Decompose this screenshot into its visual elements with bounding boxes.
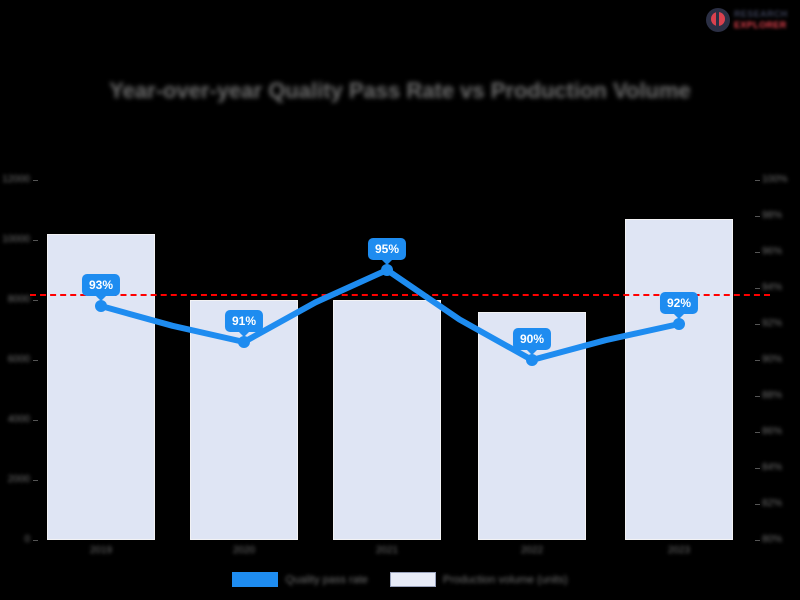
chart-legend: Quality pass rate Production volume (unit…: [0, 572, 800, 587]
right-axis-tick-label: 88%: [762, 390, 783, 401]
right-axis-tick-label: 82%: [762, 498, 783, 509]
left-axis-tick-label: 6000: [7, 354, 30, 365]
value-label-2019: 93%: [81, 274, 121, 301]
category-label-2019: 2019: [89, 545, 113, 556]
legend-swatch-line: [232, 572, 279, 587]
right-axis-tick: [755, 396, 760, 397]
left-axis-tick: [33, 180, 38, 181]
left-axis-tick-label: 10000: [2, 234, 30, 245]
right-axis-tick: [755, 252, 760, 253]
bar-2021[interactable]: [333, 300, 441, 540]
right-axis-tick: [755, 360, 760, 361]
legend-swatch-bars: [389, 572, 436, 587]
logo-line-2: EXPLORER: [734, 20, 787, 30]
left-axis-tick: [33, 420, 38, 421]
right-axis-tick-label: 100%: [762, 174, 788, 185]
right-axis-tick-label: 98%: [762, 210, 783, 221]
legend-item[interactable]: Production volume (units): [389, 572, 568, 587]
right-axis-tick-label: 90%: [762, 354, 783, 365]
right-axis-tick-label: 84%: [762, 462, 783, 473]
category-label-2023: 2023: [667, 545, 691, 556]
left-axis-tick-label: 12000: [2, 174, 30, 185]
left-axis-tick-label: 0: [24, 534, 30, 545]
legend-label: Production volume (units): [442, 573, 568, 586]
chart-title: Year-over-year Quality Pass Rate vs Prod…: [109, 78, 691, 103]
left-axis-tick-label: 2000: [7, 474, 30, 485]
value-label-2023: 92%: [659, 292, 699, 319]
logo-circle-icon: [706, 8, 730, 32]
legend-item[interactable]: Quality pass rate: [232, 572, 368, 587]
line-marker-2021[interactable]: [381, 264, 393, 276]
right-axis-tick: [755, 288, 760, 289]
category-label-2022: 2022: [520, 545, 544, 556]
value-label-2020: 91%: [224, 310, 264, 337]
logo-line-1: RESEARCH: [734, 9, 788, 19]
brand-logo: RESEARCH EXPLORER: [706, 6, 794, 34]
right-axis-tick: [755, 180, 760, 181]
right-axis-tick: [755, 216, 760, 217]
right-axis-tick: [755, 504, 760, 505]
logo-wordmark: RESEARCH EXPLORER: [734, 10, 788, 30]
left-axis-tick: [33, 240, 38, 241]
left-axis-tick: [33, 480, 38, 481]
right-axis-tick: [755, 540, 760, 541]
right-axis-tick: [755, 324, 760, 325]
right-axis-tick-label: 96%: [762, 246, 783, 257]
category-label-2020: 2020: [232, 545, 256, 556]
left-axis-tick: [33, 300, 38, 301]
right-axis-tick: [755, 468, 760, 469]
left-axis-tick-label: 8000: [7, 294, 30, 305]
value-label-2022: 90%: [512, 328, 552, 355]
left-axis-tick-label: 4000: [7, 414, 30, 425]
category-label-2021: 2021: [375, 545, 399, 556]
right-axis-tick-label: 86%: [762, 426, 783, 437]
right-axis-tick-label: 80%: [762, 534, 783, 545]
right-axis-tick-label: 92%: [762, 318, 783, 329]
bar-2023[interactable]: [625, 219, 733, 540]
left-axis-tick: [33, 540, 38, 541]
legend-label: Quality pass rate: [285, 573, 368, 586]
right-axis-tick: [755, 432, 760, 433]
value-label-2021: 95%: [367, 238, 407, 265]
left-axis-tick: [33, 360, 38, 361]
right-axis-tick-label: 94%: [762, 282, 783, 293]
